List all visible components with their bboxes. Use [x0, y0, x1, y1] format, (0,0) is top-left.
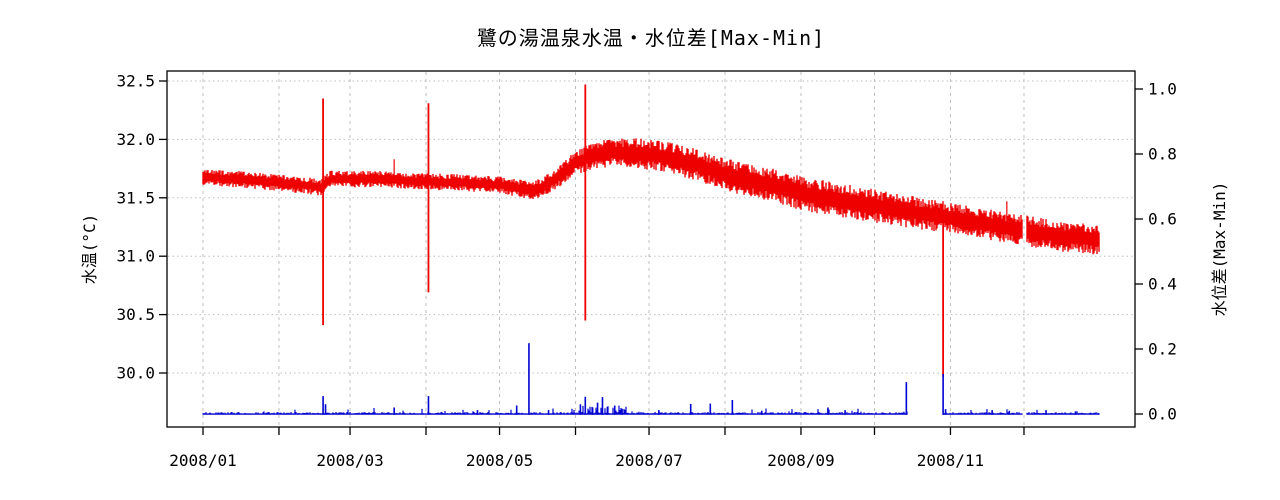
y-left-tick-label: 32.0: [116, 130, 155, 149]
x-tick-label: 2008/05: [466, 451, 533, 470]
y-right-tick-label: 0.6: [1148, 210, 1177, 229]
y-right-tick-label: 0.8: [1148, 145, 1177, 164]
y-right-tick-label: 0.2: [1148, 340, 1177, 359]
x-tick-label: 2008/07: [615, 451, 682, 470]
y-left-tick-label: 30.0: [116, 364, 155, 383]
x-tick-label: 2008/11: [917, 451, 984, 470]
x-tick-label: 2008/03: [316, 451, 383, 470]
y-left-tick-label: 31.5: [116, 188, 155, 207]
y-right-tick-label: 0.0: [1148, 405, 1177, 424]
x-tick-label: 2008/01: [169, 451, 236, 470]
y-left-tick-label: 30.5: [116, 305, 155, 324]
y-left-tick-label: 32.5: [116, 72, 155, 91]
x-tick-label: 2008/09: [767, 451, 834, 470]
chart-title: 鷺の湯温泉水温・水位差[Max-Min]: [476, 26, 826, 50]
y-right-tick-label: 1.0: [1148, 80, 1177, 99]
y-left-tick-label: 31.0: [116, 247, 155, 266]
plot-border: [166, 70, 1136, 428]
temperature-series: [202, 138, 1100, 255]
level-series: [202, 405, 1100, 415]
y-right-tick-label: 0.4: [1148, 275, 1177, 294]
